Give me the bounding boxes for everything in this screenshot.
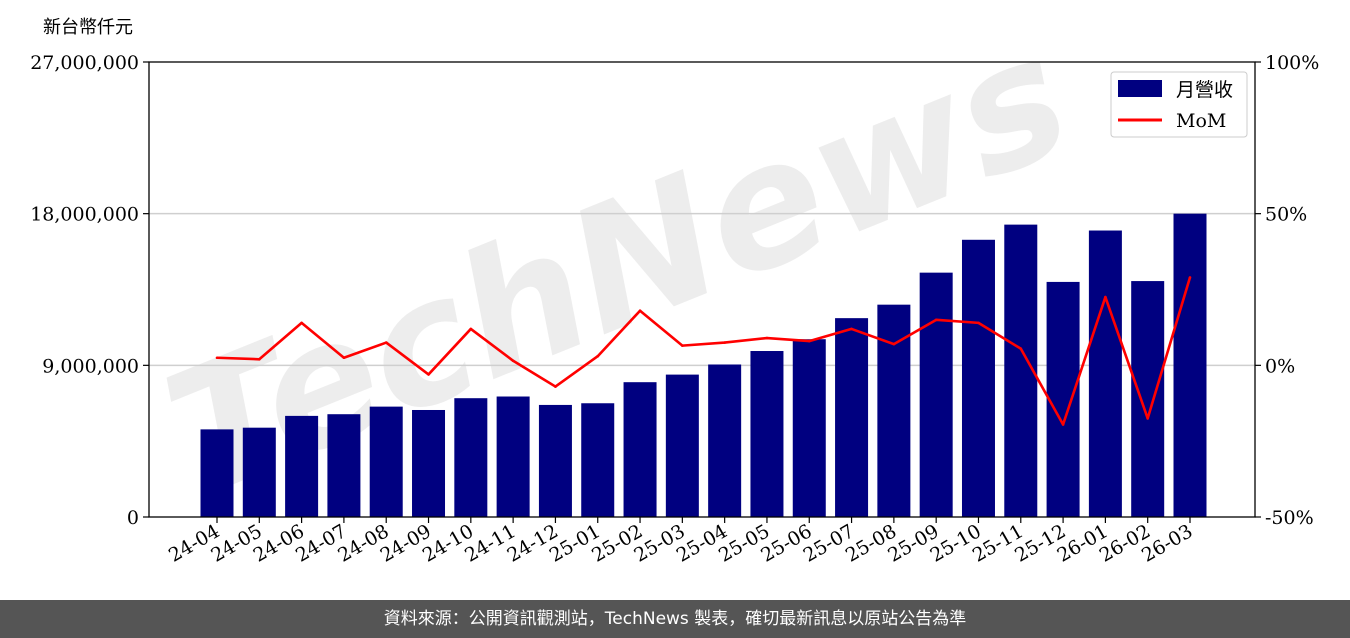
mom-line-series: [215, 276, 1192, 426]
mom-point-24-12: [554, 385, 557, 388]
revenue-bar-25-12: [1046, 281, 1080, 517]
mom-point-24-10: [469, 327, 473, 331]
legend-label-mom: MoM: [1176, 110, 1226, 132]
plot-area-frame: [148, 61, 1256, 518]
revenue-bar-26-03: [1173, 213, 1207, 517]
mom-point-26-01: [1104, 295, 1107, 299]
mom-point-24-09: [427, 373, 430, 376]
revenue-bar-25-04: [708, 364, 742, 517]
mom-point-25-08: [892, 342, 896, 346]
mom-point-25-07: [850, 327, 853, 331]
mom-point-26-02: [1146, 417, 1149, 420]
mom-point-24-07: [342, 356, 346, 360]
revenue-bar-25-02: [623, 382, 657, 517]
y2-tick-label: -50%: [1265, 507, 1314, 529]
revenue-bar-25-09: [919, 272, 953, 517]
y-tick-label: 9,000,000: [42, 355, 139, 377]
revenue-bar-25-03: [665, 374, 699, 517]
revenue-bar-24-11: [496, 396, 530, 517]
mom-point-25-10: [977, 321, 980, 325]
revenue-bar-24-08: [369, 406, 403, 517]
mom-point-25-06: [807, 339, 811, 343]
revenue-bar-26-02: [1131, 281, 1165, 517]
revenue-bar-24-06: [285, 415, 319, 517]
revenue-bar-24-09: [412, 409, 446, 517]
mom-point-25-02: [638, 309, 642, 313]
y-tick-label: 0: [127, 507, 139, 529]
mom-point-24-05: [258, 357, 261, 361]
mom-line: [216, 276, 1192, 426]
revenue-bars: [200, 213, 1207, 518]
mom-point-25-11: [1019, 347, 1023, 350]
y-tick-label: 18,000,000: [30, 204, 139, 226]
legend-label-revenue: 月營收: [1176, 79, 1233, 101]
revenue-bar-24-07: [327, 414, 361, 517]
legend-swatch-revenue: [1118, 80, 1162, 97]
mom-point-25-01: [596, 354, 600, 358]
revenue-bar-25-06: [792, 339, 826, 517]
mom-point-24-04: [215, 356, 219, 360]
y-tick-label: 27,000,000: [30, 52, 139, 74]
mom-point-25-05: [765, 336, 769, 340]
legend: 月營收 MoM: [1110, 71, 1248, 138]
revenue-bar-25-01: [581, 403, 615, 517]
mom-point-24-06: [300, 321, 303, 325]
y-axis-label: 新台幣仟元: [43, 17, 133, 38]
chart: TechNews 09,000,00018,000,00027,000,000-…: [30, 0, 1319, 567]
mom-point-26-03: [1188, 276, 1192, 279]
revenue-bar-25-10: [961, 239, 995, 517]
revenue-bar-24-12: [538, 404, 572, 517]
y2-tick-label: 100%: [1265, 52, 1319, 74]
revenue-bar-24-05: [242, 427, 276, 517]
revenue-bar-26-01: [1088, 230, 1122, 517]
revenue-bar-25-07: [835, 318, 869, 517]
mom-point-25-09: [934, 318, 938, 322]
y2-tick-label: 0%: [1265, 355, 1295, 377]
mom-point-24-11: [511, 359, 515, 363]
revenue-bar-24-04: [200, 429, 234, 517]
mom-point-25-12: [1061, 423, 1065, 426]
y2-tick-label: 50%: [1265, 204, 1307, 226]
mom-point-24-08: [384, 341, 388, 344]
revenue-bar-25-05: [750, 351, 784, 517]
revenue-bar-24-10: [454, 398, 488, 517]
mom-point-25-04: [723, 341, 726, 344]
source-footer: 資料來源：公開資訊觀測站，TechNews 製表，確切最新訊息以原站公告為準: [0, 600, 1350, 638]
mom-point-25-03: [681, 344, 684, 347]
